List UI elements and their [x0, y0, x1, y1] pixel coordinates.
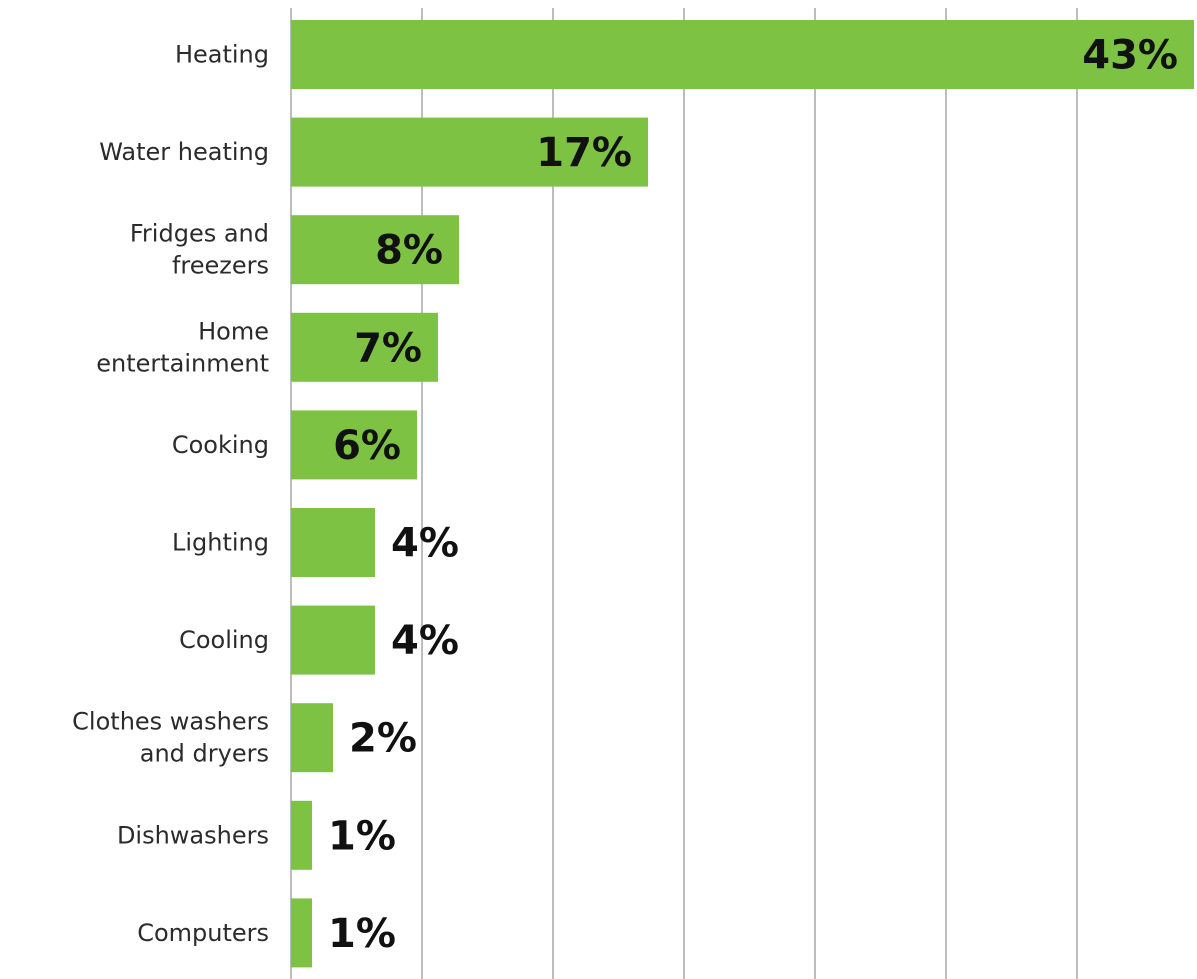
bar: [291, 215, 459, 285]
category-label: Fridges and freezers: [130, 220, 269, 280]
bar: [291, 605, 375, 675]
bar: [291, 312, 438, 382]
category-label: Cooling: [179, 626, 269, 654]
category-label-line: entertainment: [96, 349, 269, 377]
data-label: 6%: [333, 423, 401, 469]
category-label-line: Heating: [175, 41, 269, 69]
bar: [291, 117, 648, 187]
category-label-line: Dishwashers: [117, 821, 269, 849]
category-label-line: freezers: [172, 252, 269, 280]
category-label-line: Cooling: [179, 626, 269, 654]
category-label: Lighting: [172, 529, 269, 557]
data-label: 43%: [1082, 33, 1178, 79]
data-label: 1%: [328, 813, 396, 859]
data-label: 4%: [391, 521, 459, 567]
bar: [291, 20, 1194, 89]
bar: [291, 410, 417, 480]
bar: [291, 703, 333, 773]
bar-layer: [291, 20, 1194, 968]
bar: [291, 898, 312, 968]
category-label-line: Home: [198, 317, 269, 345]
category-label-line: Clothes washers: [72, 708, 269, 736]
category-label: Water heating: [99, 138, 269, 166]
category-label-line: Lighting: [172, 529, 269, 557]
category-label: Computers: [137, 919, 269, 947]
category-label: Heating: [175, 41, 269, 69]
category-label-line: Cooking: [172, 431, 269, 459]
data-label: 17%: [536, 130, 632, 176]
category-label: Clothes washers and dryers: [72, 708, 269, 768]
category-label-line: Water heating: [99, 138, 269, 166]
category-label-line: Fridges and: [130, 220, 269, 248]
data-label: 7%: [354, 325, 422, 371]
data-label: 2%: [349, 716, 417, 762]
data-label: 8%: [375, 228, 443, 274]
data-label: 4%: [391, 618, 459, 664]
label-layer: Heating 43% Water heating 17% Fridges and fre…: [72, 33, 1178, 957]
data-label: 1%: [328, 911, 396, 957]
category-label: Dishwashers: [117, 821, 269, 849]
category-label-line: Computers: [137, 919, 269, 947]
category-label: Home entertainment: [96, 317, 269, 377]
category-label: Cooking: [172, 431, 269, 459]
bar: [291, 800, 312, 870]
bar: [291, 508, 375, 577]
category-label-line: and dryers: [140, 740, 269, 768]
